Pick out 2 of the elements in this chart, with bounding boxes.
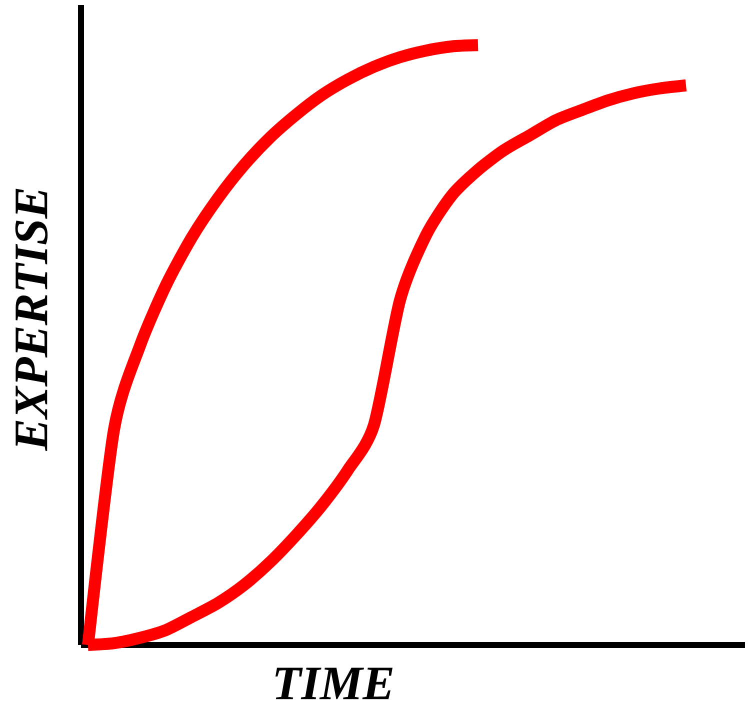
y-axis-title: EXPERTISE	[15, 188, 48, 451]
x-axis-title: TIME	[275, 668, 392, 700]
